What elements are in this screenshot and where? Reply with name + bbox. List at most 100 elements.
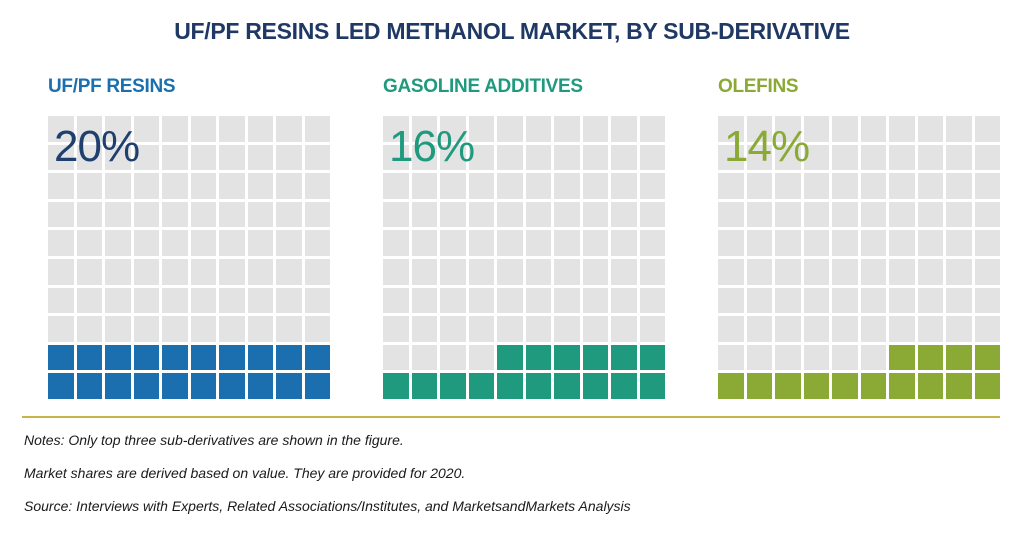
waffle-cell (554, 316, 580, 342)
waffle-cell-filled (611, 373, 637, 399)
percent-label: 14% (724, 122, 810, 171)
waffle-cell-filled (917, 344, 943, 371)
waffle-cell (468, 230, 494, 256)
waffle-cell (860, 230, 886, 256)
waffle-cell-filled (411, 373, 437, 399)
waffle-cell (76, 116, 102, 142)
waffle-cell (48, 144, 74, 171)
waffle-cell (76, 173, 102, 199)
waffle-cell (554, 287, 580, 314)
waffle-cell (48, 316, 74, 342)
waffle-cell (554, 116, 580, 142)
waffle-cell (440, 144, 466, 171)
waffle-cell (718, 344, 744, 371)
waffle-cell (440, 287, 466, 314)
waffle-cell-filled (803, 373, 829, 399)
waffle-cell (525, 116, 551, 142)
waffle-cell (105, 287, 131, 314)
waffle-cell-filled (219, 344, 245, 371)
waffle-cell (219, 259, 245, 285)
waffle-cell (718, 287, 744, 314)
waffle-cell-filled (611, 344, 637, 371)
panel-uf-pf-resins: UF/PF RESINS 20% (48, 76, 330, 399)
waffle-cell (105, 173, 131, 199)
waffle-cell (48, 259, 74, 285)
waffle-cell (304, 316, 330, 342)
waffle-cell (468, 287, 494, 314)
waffle-cell (497, 144, 523, 171)
waffle-cell (411, 173, 437, 199)
waffle-cell-filled (525, 344, 551, 371)
source-line: Source: Interviews with Experts, Related… (24, 498, 631, 514)
waffle-cell (276, 144, 302, 171)
waffle-cell (889, 201, 915, 228)
waffle-cell (276, 230, 302, 256)
waffle-cell (832, 201, 858, 228)
waffle-cell-filled (105, 344, 131, 371)
waffle-cell (162, 230, 188, 256)
waffle-cell (639, 144, 665, 171)
waffle-cell (611, 116, 637, 142)
waffle-cell (746, 230, 772, 256)
waffle-cell (468, 144, 494, 171)
waffle-cell (889, 316, 915, 342)
waffle-cell (276, 173, 302, 199)
waffle-cell (440, 116, 466, 142)
waffle-cell (917, 173, 943, 199)
waffle-cell (832, 344, 858, 371)
waffle-cell (803, 344, 829, 371)
waffle-cell (639, 116, 665, 142)
waffle-cell (190, 316, 216, 342)
waffle-cell (383, 144, 409, 171)
waffle-cell (803, 173, 829, 199)
waffle-cell-filled (247, 344, 273, 371)
waffle-cell (582, 259, 608, 285)
waffle-cell (247, 201, 273, 228)
waffle-cell (411, 230, 437, 256)
waffle-cell (219, 201, 245, 228)
waffle-cell-filled (276, 373, 302, 399)
waffle-cell (133, 287, 159, 314)
waffle-cell (440, 259, 466, 285)
waffle-cell (105, 259, 131, 285)
waffle-cell (76, 144, 102, 171)
waffle-cell-filled (219, 373, 245, 399)
waffle-cell (639, 287, 665, 314)
waffle-grid (48, 116, 330, 399)
waffle-cell (468, 259, 494, 285)
waffle-cell (276, 116, 302, 142)
waffle-cell-filled (247, 373, 273, 399)
waffle-cell-filled (497, 373, 523, 399)
waffle-cell (76, 230, 102, 256)
waffle-cell-filled (582, 344, 608, 371)
waffle-cell (247, 173, 273, 199)
waffle-cell (48, 201, 74, 228)
waffle-cell (832, 230, 858, 256)
waffle-cell (832, 259, 858, 285)
waffle-cell (917, 287, 943, 314)
waffle-cell (525, 316, 551, 342)
waffle-cell (133, 116, 159, 142)
waffle-cell (974, 287, 1000, 314)
waffle-cell-filled (889, 344, 915, 371)
waffle-cell (582, 201, 608, 228)
waffle-cell (554, 230, 580, 256)
waffle-cell (803, 144, 829, 171)
waffle-cell (468, 173, 494, 199)
waffle-cell (133, 173, 159, 199)
waffle-cell (582, 316, 608, 342)
waffle-cell (440, 173, 466, 199)
waffle-cell (832, 287, 858, 314)
waffle-cell-filled (468, 373, 494, 399)
waffle-cell (746, 316, 772, 342)
waffle-cell (775, 201, 801, 228)
waffle-cell-filled (497, 344, 523, 371)
waffle-cell (946, 287, 972, 314)
waffle-cell-filled (133, 373, 159, 399)
waffle-cell (76, 316, 102, 342)
waffle-cell (889, 287, 915, 314)
waffle-cell (190, 144, 216, 171)
waffle-cell-filled (48, 373, 74, 399)
waffle-cell (746, 259, 772, 285)
waffle-cell (383, 259, 409, 285)
